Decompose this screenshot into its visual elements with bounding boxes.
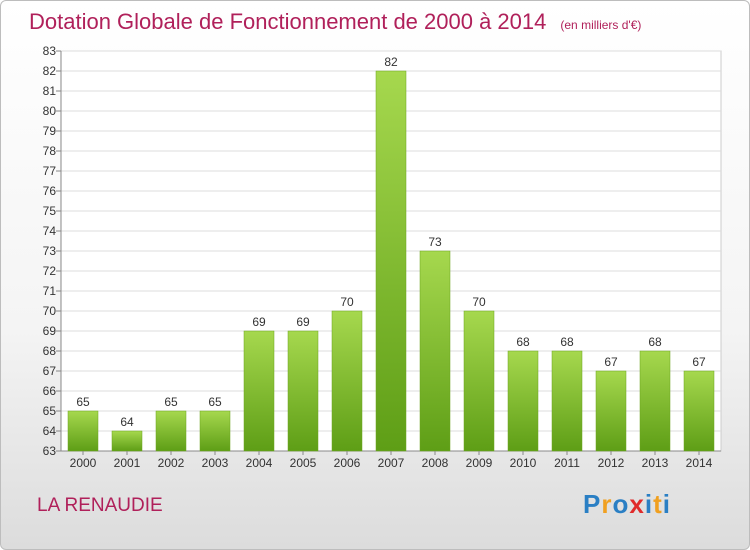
logo-letter: r [601,489,613,519]
data-label: 65 [208,395,222,409]
x-tick-label: 2007 [378,456,405,470]
x-tick-label: 2013 [642,456,669,470]
x-tick-label: 2011 [554,456,580,470]
bar [111,430,143,452]
town-name: LA RENAUDIE [37,495,163,516]
y-tick-label: 80 [43,104,57,118]
x-tick-label: 2010 [510,456,537,470]
x-tick-label: 2008 [422,456,449,470]
y-tick-label: 69 [43,324,57,338]
data-label: 65 [164,395,178,409]
bar [199,410,231,452]
bar [507,350,539,452]
logo-letter: t [653,489,663,519]
data-label: 67 [692,355,706,369]
bar [551,350,583,452]
bar [419,250,451,452]
data-label: 70 [472,295,486,309]
proxiti-logo: Proxiti [583,489,671,520]
y-tick-label: 76 [43,184,57,198]
logo-letter: x [629,489,645,519]
logo-letter: i [644,489,654,519]
logo-letter: i [662,489,671,519]
bar [595,370,627,452]
bar [155,410,187,452]
y-tick-label: 70 [43,304,57,318]
y-tick-label: 67 [43,364,57,378]
x-tick-label: 2009 [466,456,493,470]
logo-letter: o [612,489,630,519]
chart-title: Dotation Globale de Fonctionnement de 20… [29,9,547,34]
y-tick-label: 79 [43,124,57,138]
x-tick-label: 2005 [290,456,317,470]
data-label: 68 [648,335,662,349]
y-tick-label: 66 [43,384,57,398]
data-label: 68 [516,335,530,349]
y-tick-label: 72 [43,264,57,278]
logo-letter: P [583,489,602,519]
y-tick-label: 74 [43,224,57,238]
data-label: 69 [252,315,266,329]
bar [463,310,495,452]
x-tick-label: 2003 [202,456,229,470]
data-label: 67 [604,355,618,369]
y-tick-label: 77 [43,164,57,178]
y-tick-label: 83 [43,44,57,58]
chart-subtitle: (en milliers d'€) [560,18,642,32]
data-label: 64 [120,415,134,429]
x-tick-label: 2006 [334,456,361,470]
y-tick-label: 78 [43,144,57,158]
bar [375,70,407,452]
y-tick-label: 82 [43,64,57,78]
data-label: 65 [76,395,90,409]
bar [331,310,363,452]
bar [683,370,715,452]
y-tick-label: 63 [43,444,57,458]
data-label: 82 [384,55,398,69]
x-tick-label: 2012 [598,456,625,470]
y-tick-label: 71 [43,284,57,298]
data-label: 69 [296,315,310,329]
x-tick-label: 2014 [686,456,713,470]
x-tick-label: 2001 [114,456,141,470]
data-label: 73 [428,235,442,249]
y-tick-label: 73 [43,244,57,258]
bar [639,350,671,452]
x-tick-label: 2002 [158,456,185,470]
bar [243,330,275,452]
data-label: 70 [340,295,354,309]
data-label: 68 [560,335,574,349]
y-tick-label: 64 [43,424,57,438]
x-tick-label: 2004 [246,456,273,470]
y-tick-label: 68 [43,344,57,358]
y-tick-label: 65 [43,404,57,418]
x-tick-label: 2000 [70,456,97,470]
y-tick-label: 75 [43,204,57,218]
y-tick-label: 81 [43,84,57,98]
bar [67,410,99,452]
chart-title-block: Dotation Globale de Fonctionnement de 20… [29,9,641,35]
bar [287,330,319,452]
